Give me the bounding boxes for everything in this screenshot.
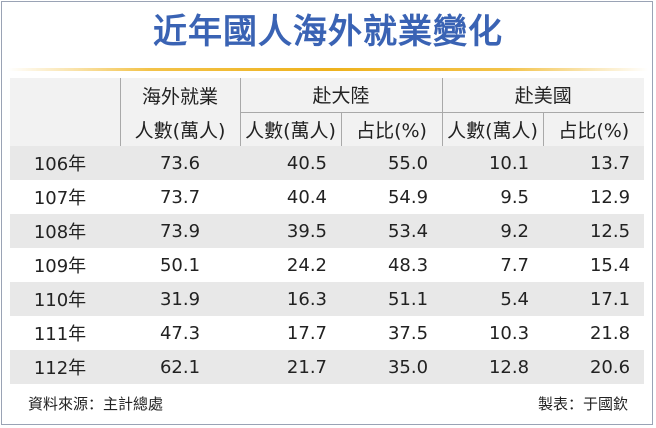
header-overseas-line1: 海外就業 [119,78,240,112]
year-cell: 110年 [10,282,120,316]
header-group-usa: 赴美國 [441,78,645,113]
table-row: 107年 73.7 40.4 54.9 9.5 12.9 [10,180,645,214]
usa-share-cell: 20.6 [543,350,645,384]
overseas-cell: 31.9 [120,282,240,316]
china-share-cell: 51.1 [341,282,443,316]
table-row: 108年 73.9 39.5 53.4 9.2 12.5 [10,214,645,248]
year-cell: 107年 [10,180,120,214]
overseas-cell: 62.1 [120,350,240,384]
china-share-cell: 37.5 [341,316,443,350]
usa-count-cell: 10.3 [442,316,544,350]
usa-share-cell: 15.4 [543,248,645,282]
china-count-cell: 21.7 [240,350,341,384]
china-count-cell: 24.2 [240,248,341,282]
header-usa-share: 占比(%) [542,112,645,146]
china-count-cell: 39.5 [240,214,341,248]
china-count-cell: 40.4 [240,180,341,214]
year-cell: 112年 [10,350,120,384]
title-underline [8,68,648,71]
overseas-cell: 73.6 [120,146,240,180]
data-table: 海外就業 赴大陸 赴美國 人數(萬人) 人數(萬人) 占比(%) 人數(萬人) … [10,78,645,384]
china-share-cell: 55.0 [341,146,443,180]
overseas-cell: 73.7 [120,180,240,214]
maker-note: 製表：于國欽 [537,395,628,413]
usa-share-cell: 21.8 [543,316,645,350]
china-count-cell: 16.3 [240,282,341,316]
table-row: 109年 50.1 24.2 48.3 7.7 15.4 [10,248,645,282]
table-row: 106年 73.6 40.5 55.0 10.1 13.7 [10,146,645,180]
year-cell: 106年 [10,146,120,180]
china-share-cell: 48.3 [341,248,443,282]
usa-share-cell: 13.7 [543,146,645,180]
year-cell: 111年 [10,316,120,350]
overseas-cell: 50.1 [120,248,240,282]
china-share-cell: 53.4 [341,214,443,248]
header-china-share: 占比(%) [340,112,443,146]
usa-share-cell: 12.5 [543,214,645,248]
header-usa-count: 人數(萬人) [441,112,544,146]
source-note: 資料來源：主計總處 [28,395,164,413]
header-year-corner [10,78,120,146]
usa-count-cell: 5.4 [442,282,544,316]
overseas-cell: 73.9 [120,214,240,248]
usa-count-cell: 9.5 [442,180,544,214]
table-row: 110年 31.9 16.3 51.1 5.4 17.1 [10,282,645,316]
year-cell: 108年 [10,214,120,248]
overseas-cell: 47.3 [120,316,240,350]
usa-share-cell: 12.9 [543,180,645,214]
table-body: 106年 73.6 40.5 55.0 10.1 13.7 107年 73.7 … [10,146,645,384]
chart-title: 近年國人海外就業變化 [153,12,503,52]
usa-count-cell: 9.2 [442,214,544,248]
china-count-cell: 17.7 [240,316,341,350]
header-group-china: 赴大陸 [239,78,443,113]
usa-count-cell: 12.8 [442,350,544,384]
header-overseas-line2: 人數(萬人) [119,112,240,146]
usa-count-cell: 10.1 [442,146,544,180]
table-row: 111年 47.3 17.7 37.5 10.3 21.8 [10,316,645,350]
year-cell: 109年 [10,248,120,282]
china-count-cell: 40.5 [240,146,341,180]
header-china-count: 人數(萬人) [239,112,341,146]
table-row: 112年 62.1 21.7 35.0 12.8 20.6 [10,350,645,384]
usa-share-cell: 17.1 [543,282,645,316]
china-share-cell: 35.0 [341,350,443,384]
usa-count-cell: 7.7 [442,248,544,282]
china-share-cell: 54.9 [341,180,443,214]
